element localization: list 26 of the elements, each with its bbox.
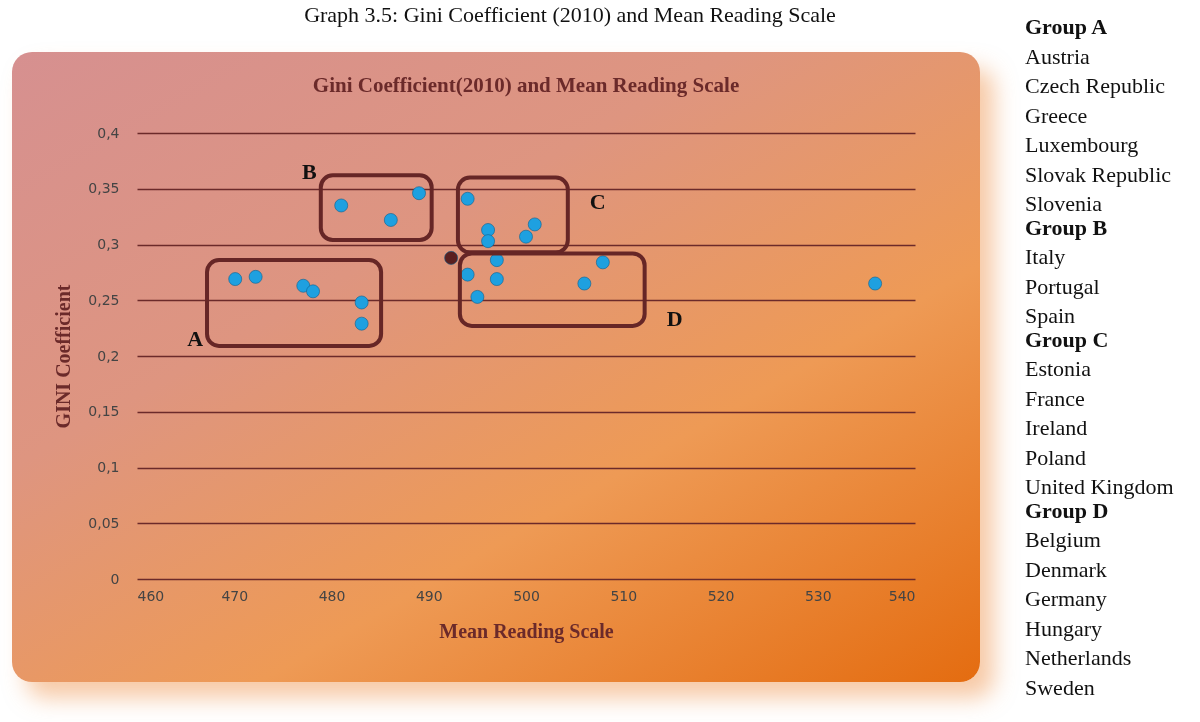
y-tick-label: 0,35 [88,180,120,197]
y-tick-label: 0,4 [97,124,120,141]
y-axis-title: GINI Coefficient [52,284,75,429]
annotation: A [187,325,204,351]
caption: Graph 3.5: Gini Coefficient (2010) and Mean Reading Scale [304,2,836,27]
y-tick-label: 0,2 [97,347,120,364]
x-tick-label: 540 [888,587,916,604]
x-tick-label: 490 [415,587,443,604]
y-tick-label: 0,15 [88,403,120,420]
x-tick-label: 480 [318,587,346,604]
annotation: D [666,305,683,331]
annotation: B [302,159,318,185]
x-tick-label: 460 [137,587,165,604]
y-tick-label: 0,1 [97,459,120,475]
y-tick-label: 0,25 [88,291,120,308]
annotation: C [589,188,606,214]
x-tick-label: 510 [610,587,638,604]
chart-title: Gini Coefficient(2010) and Mean Reading Scale [312,73,740,97]
x-axis-title: Mean Reading Scale [439,619,614,643]
x-tick-label: 470 [221,587,249,604]
x-tick-label: 520 [707,587,735,604]
x-tick-label: 500 [513,587,540,604]
y-tick-label: 0,3 [97,236,120,252]
y-tick-label: 0 [110,570,120,587]
y-tick-label: 0,05 [88,514,120,531]
x-tick-label: 530 [804,587,832,604]
